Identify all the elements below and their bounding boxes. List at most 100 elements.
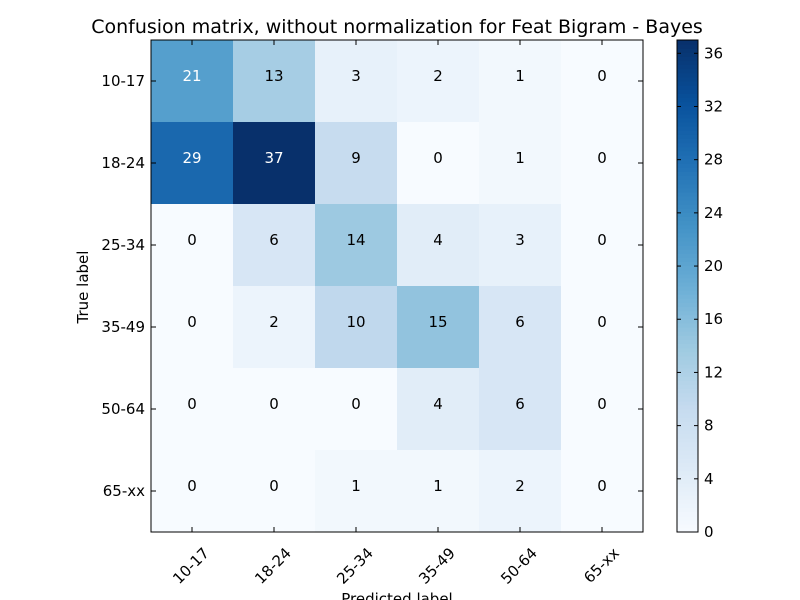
cell-value-label: 9: [351, 149, 361, 167]
colorbar-segment: [677, 388, 698, 394]
colorbar-segment: [677, 302, 698, 308]
cell-value-label: 0: [269, 477, 279, 495]
colorbar-segment: [677, 122, 698, 127]
colorbar-segment: [677, 273, 698, 279]
colorbar-segment: [677, 281, 698, 287]
matrix-cell: [479, 40, 562, 123]
matrix-cell: [151, 450, 234, 533]
colorbar-segment: [677, 113, 698, 119]
colorbar-segment: [677, 298, 698, 303]
cell-value-label: 6: [515, 313, 525, 331]
colorbar-segment: [677, 527, 698, 533]
colorbar-segment: [677, 52, 698, 57]
matrix-cell: [315, 286, 398, 369]
matrix-cell: [233, 122, 316, 205]
colorbar-segment: [677, 400, 698, 406]
matrix-cell: [561, 450, 644, 533]
cell-value-label: 0: [187, 313, 197, 331]
matrix-cell: [397, 122, 480, 205]
colorbar-segment: [677, 462, 698, 467]
colorbar-segment: [677, 269, 698, 275]
matrix-cell: [561, 40, 644, 123]
matrix: 21 13 3 2 1 029 37 9 0 1 00 6 14 4 3 00 2 10 15 6 00 0 0 4 6 00 0 1…: [150, 39, 644, 533]
y-tick-label: 18-24: [101, 154, 145, 172]
colorbar-segment: [677, 245, 698, 250]
cell-value-label: 13: [264, 67, 283, 85]
colorbar-segment: [677, 150, 698, 156]
colorbar-segment: [677, 101, 698, 107]
y-tick-label: 10-17: [101, 72, 145, 90]
colorbar-segment: [677, 265, 698, 271]
matrix-cell: [233, 368, 316, 451]
y-axis-ticks: 10-17 18-24 25-34 35-49 50-64 65-xx: [101, 72, 643, 500]
colorbar-segment: [677, 384, 698, 390]
colorbar-segment: [677, 306, 698, 312]
colorbar-segment: [677, 511, 698, 517]
matrix-cell: [561, 122, 644, 205]
colorbar-segment: [677, 228, 698, 234]
colorbar-tick-label: 24: [704, 204, 723, 222]
colorbar-segment: [677, 409, 698, 414]
colorbar-segment: [677, 339, 698, 344]
colorbar-segment: [677, 126, 698, 131]
cell-value-label: 6: [269, 231, 279, 249]
matrix-cell: [479, 204, 562, 287]
cell-value-label: 3: [515, 231, 525, 249]
cell-value-label: 4: [433, 395, 443, 413]
colorbar-frame: [676, 39, 699, 533]
cell-value-label: 6: [515, 395, 525, 413]
cell-value-label: 21: [182, 67, 201, 85]
colorbar-segment: [677, 499, 698, 504]
colorbar-segment: [677, 368, 698, 373]
colorbar-segment: [677, 224, 698, 230]
colorbar-segment: [677, 138, 698, 144]
matrix-cell: [315, 368, 398, 451]
y-tick-label: 50-64: [101, 400, 145, 418]
colorbar-segment: [677, 347, 698, 353]
cell-value-label: 2: [515, 477, 525, 495]
colorbar-segment: [677, 392, 698, 398]
x-tick-label: 10-17: [169, 544, 213, 588]
x-tick-label: 35-49: [415, 544, 459, 588]
matrix-cell: [397, 368, 480, 451]
cell-value-label: 29: [182, 149, 201, 167]
colorbar-segment: [677, 396, 698, 402]
matrix-cell: [479, 450, 562, 533]
matrix-frame: [150, 39, 644, 533]
colorbar-segment: [677, 204, 698, 209]
colorbar-segment: [677, 199, 698, 205]
colorbar-segment: [677, 482, 698, 488]
matrix-cell: [315, 450, 398, 533]
colorbar-segment: [677, 376, 698, 381]
y-axis-label: True label: [74, 251, 92, 325]
matrix-cell: [315, 122, 398, 205]
x-tick-label: 50-64: [497, 544, 541, 588]
colorbar-segment: [677, 40, 698, 45]
matrix-cell: [151, 204, 234, 287]
cell-value-label: 0: [269, 395, 279, 413]
colorbar-tick-label: 8: [704, 417, 714, 435]
colorbar-segment: [677, 253, 698, 258]
colorbar-segment: [677, 458, 698, 463]
colorbar-segment: [677, 495, 698, 500]
matrix-cell: [233, 40, 316, 123]
colorbar-segment: [677, 130, 698, 135]
cell-value-label: 0: [187, 477, 197, 495]
colorbar-segment: [677, 351, 698, 357]
colorbar-segment: [677, 232, 698, 238]
colorbar-segment: [677, 331, 698, 336]
colorbar-segment: [677, 249, 698, 254]
matrix-cell: [315, 204, 398, 287]
colorbar-segment: [677, 257, 698, 262]
chart-title: Confusion matrix, without normalization …: [91, 16, 703, 38]
cell-value-label: 10: [346, 313, 365, 331]
colorbar-segment: [677, 343, 698, 349]
colorbar-segment: [677, 183, 698, 189]
colorbar-segment: [677, 474, 698, 480]
colorbar-segment: [677, 503, 698, 508]
cell-value-label: 0: [597, 313, 607, 331]
colorbar-segment: [677, 85, 698, 90]
colorbar-segment: [677, 60, 698, 66]
matrix-cell: [397, 204, 480, 287]
